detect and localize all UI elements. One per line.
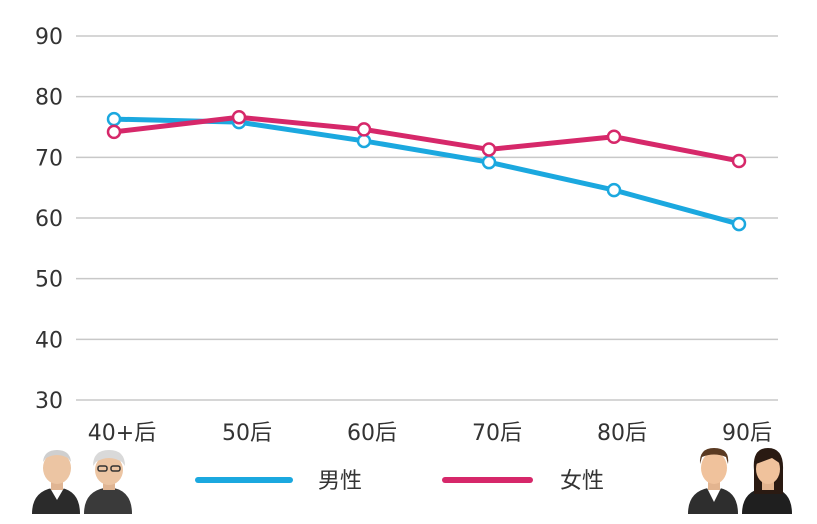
legend-label-female: 女性: [560, 469, 604, 494]
data-point-1-4: [606, 129, 622, 144]
young-couple-icon: [688, 448, 792, 514]
data-point-0-0: [106, 111, 122, 127]
y-tick-label: 40: [35, 328, 63, 353]
y-tick-label: 50: [35, 268, 63, 293]
legend-label-male: 男性: [318, 469, 362, 494]
y-tick-label: 70: [35, 146, 63, 171]
series-line-0: [111, 116, 742, 227]
elderly-couple-icon: [32, 450, 132, 514]
data-point-0-3: [481, 154, 497, 170]
x-tick-label: 80后: [597, 421, 647, 446]
series-points: [106, 110, 747, 232]
y-tick-label: 80: [35, 86, 63, 111]
x-tick-label: 40+后: [88, 421, 156, 446]
data-point-1-0: [106, 124, 122, 140]
y-axis-ticks: 30 40 50 60 70 80 90: [35, 25, 63, 414]
x-axis-ticks: 40+后 50后 60后 70后 80后 90后: [88, 421, 772, 446]
data-point-1-1: [231, 110, 247, 125]
data-point-1-2: [356, 122, 372, 137]
x-tick-label: 50后: [222, 421, 272, 446]
series-lines: [111, 114, 742, 227]
gridlines: [76, 35, 778, 401]
data-point-0-5: [731, 216, 747, 232]
x-tick-label: 70后: [472, 421, 522, 446]
y-tick-label: 60: [35, 207, 63, 232]
data-point-1-5: [731, 153, 747, 169]
y-tick-label: 30: [35, 389, 63, 414]
y-tick-label: 90: [35, 25, 63, 50]
legend: 男性 女性: [195, 469, 604, 494]
data-point-1-3: [481, 142, 497, 157]
data-point-0-4: [606, 182, 622, 198]
x-tick-label: 60后: [347, 421, 397, 446]
series-line-1: [111, 114, 742, 164]
x-tick-label: 90后: [722, 421, 772, 446]
data-point-0-2: [356, 133, 372, 149]
